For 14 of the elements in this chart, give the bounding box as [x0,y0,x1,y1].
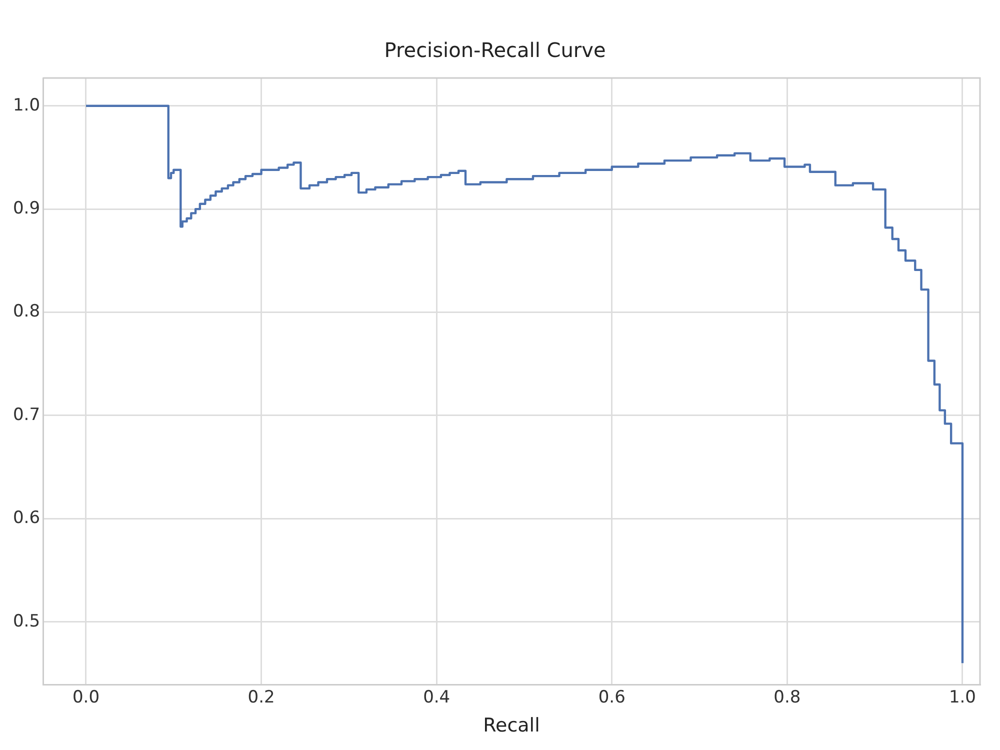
x-tick-label: 0.0 [72,687,100,708]
x-tick-label: 0.4 [423,687,450,708]
y-tick-label: 0.5 [12,611,40,632]
x-tick-label: 1.0 [948,687,976,708]
y-tick-label: 1.0 [12,95,40,116]
chart-title: Precision-Recall Curve [384,38,606,62]
y-tick-label: 0.7 [12,404,40,425]
x-tick-label: 0.6 [598,687,626,708]
x-tick-label: 0.8 [774,687,801,708]
x-axis-title: Recall [483,714,540,737]
y-tick-label: 0.9 [12,198,40,218]
x-tick-label: 0.2 [248,687,275,708]
y-tick-label: 0.8 [12,302,40,322]
y-tick-label: 0.6 [12,508,40,528]
